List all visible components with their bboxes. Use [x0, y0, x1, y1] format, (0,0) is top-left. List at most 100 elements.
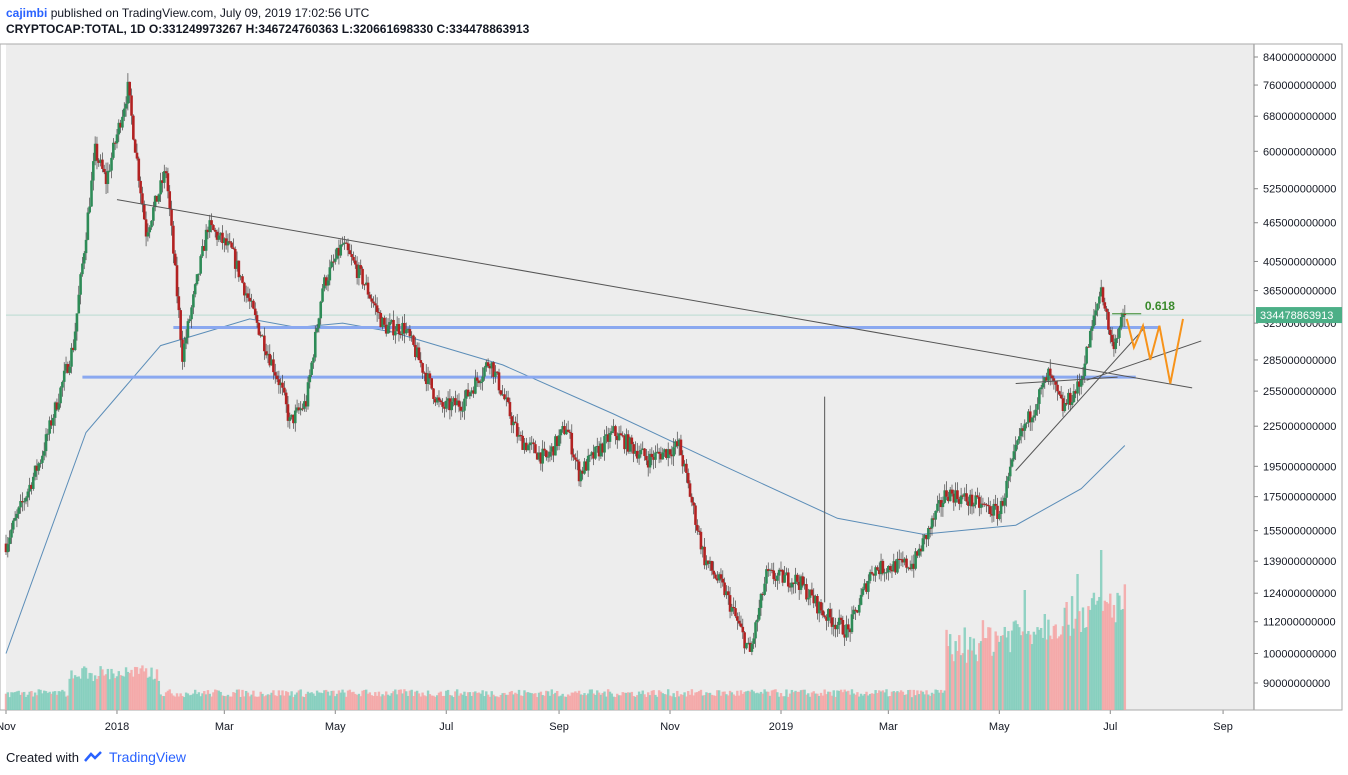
volume-bar — [959, 655, 963, 710]
candle-body — [446, 398, 450, 401]
volume-bar — [83, 666, 86, 710]
volume-bar — [210, 696, 213, 710]
volume-bar — [1021, 631, 1025, 710]
volume-bar — [10, 692, 13, 710]
candle-body — [645, 456, 648, 461]
volume-bar — [797, 691, 801, 710]
footer: Created with TradingView — [6, 749, 186, 765]
volume-bar — [683, 692, 686, 710]
volume-bar — [852, 693, 855, 710]
volume-bar — [732, 694, 735, 710]
candle-body — [808, 589, 812, 598]
candle-body — [212, 225, 215, 231]
candle-body — [59, 387, 62, 404]
candle-body — [761, 593, 765, 595]
candle-body — [177, 296, 181, 311]
candle-body — [279, 382, 283, 386]
candle-body — [508, 402, 512, 417]
candle-body — [330, 261, 333, 268]
candle-body — [976, 495, 979, 498]
volume-bar — [646, 692, 650, 710]
candle-body — [925, 534, 928, 540]
candle-body — [870, 572, 874, 574]
volume-bar — [395, 694, 399, 710]
volume-bar — [1078, 611, 1081, 710]
candle-body — [845, 624, 848, 638]
candle-body — [463, 398, 466, 411]
candle-body — [1107, 311, 1110, 330]
volume-bar — [808, 696, 812, 710]
volume-bar — [617, 695, 621, 710]
candle-body — [394, 331, 397, 336]
candle-body — [461, 410, 464, 412]
y-tick-label: 112000000000 — [1263, 617, 1336, 629]
volume-bar — [821, 695, 825, 710]
candle-body — [410, 335, 413, 337]
candle-body — [697, 530, 701, 532]
volume-bar — [219, 691, 222, 710]
candle-body — [459, 406, 463, 411]
candle-body — [699, 531, 703, 550]
candle-body — [6, 544, 10, 553]
volume-bar — [905, 694, 908, 710]
candle-body — [816, 595, 819, 614]
volume-bar — [386, 694, 390, 710]
candle-body — [705, 560, 708, 566]
volume-bar — [723, 691, 726, 710]
volume-bar — [619, 695, 623, 710]
volume-bar — [234, 692, 237, 710]
volume-bar — [961, 653, 965, 710]
candle-body — [483, 367, 486, 377]
candle-body — [179, 310, 182, 340]
volume-bar — [57, 691, 60, 710]
candle-body — [908, 567, 912, 570]
trendline — [1015, 376, 1118, 385]
volume-bar — [614, 697, 617, 710]
volume-bar — [99, 666, 102, 710]
volume-bar — [754, 693, 757, 710]
author-link[interactable]: cajimbi — [6, 6, 48, 20]
volume-bar — [879, 691, 883, 710]
candle-body — [403, 322, 406, 334]
candle-body — [57, 403, 61, 410]
candle-body — [475, 377, 479, 381]
volume-bar — [1067, 624, 1070, 710]
candle-body — [996, 505, 999, 519]
candle-body — [686, 472, 690, 484]
volume-bar — [112, 673, 115, 710]
candle-body — [759, 593, 763, 608]
candle-body — [86, 212, 90, 240]
candle-body — [21, 501, 24, 503]
volume-bar — [687, 691, 690, 710]
candle-body — [388, 322, 392, 326]
candle-body — [903, 558, 907, 563]
volume-bar — [585, 695, 588, 710]
tradingview-brand[interactable]: TradingView — [108, 749, 187, 765]
candle-body — [630, 437, 634, 445]
volume-bar — [838, 690, 841, 710]
candle-body — [1079, 379, 1083, 387]
volume-bar — [143, 671, 146, 710]
volume-bar — [788, 693, 792, 710]
volume-bar — [41, 693, 44, 710]
volume-bar — [223, 695, 226, 710]
volume-bar — [577, 690, 581, 710]
volume-bar — [508, 691, 512, 710]
candle-body — [872, 573, 876, 576]
volume-bar — [928, 695, 932, 710]
candle-body — [750, 643, 754, 652]
candle-body — [941, 502, 945, 508]
candle-body — [876, 567, 879, 570]
candle-body — [377, 312, 381, 314]
y-tick-label: 225000000000 — [1263, 421, 1336, 433]
candle-body — [108, 170, 111, 172]
candle-body — [961, 495, 965, 497]
volume-bar — [1054, 624, 1057, 710]
candle-body — [430, 378, 434, 389]
candle-body — [379, 312, 383, 328]
volume-bar — [379, 696, 382, 710]
candle-body — [106, 170, 110, 185]
volume-bar — [352, 691, 355, 710]
volume-bar — [705, 692, 708, 710]
